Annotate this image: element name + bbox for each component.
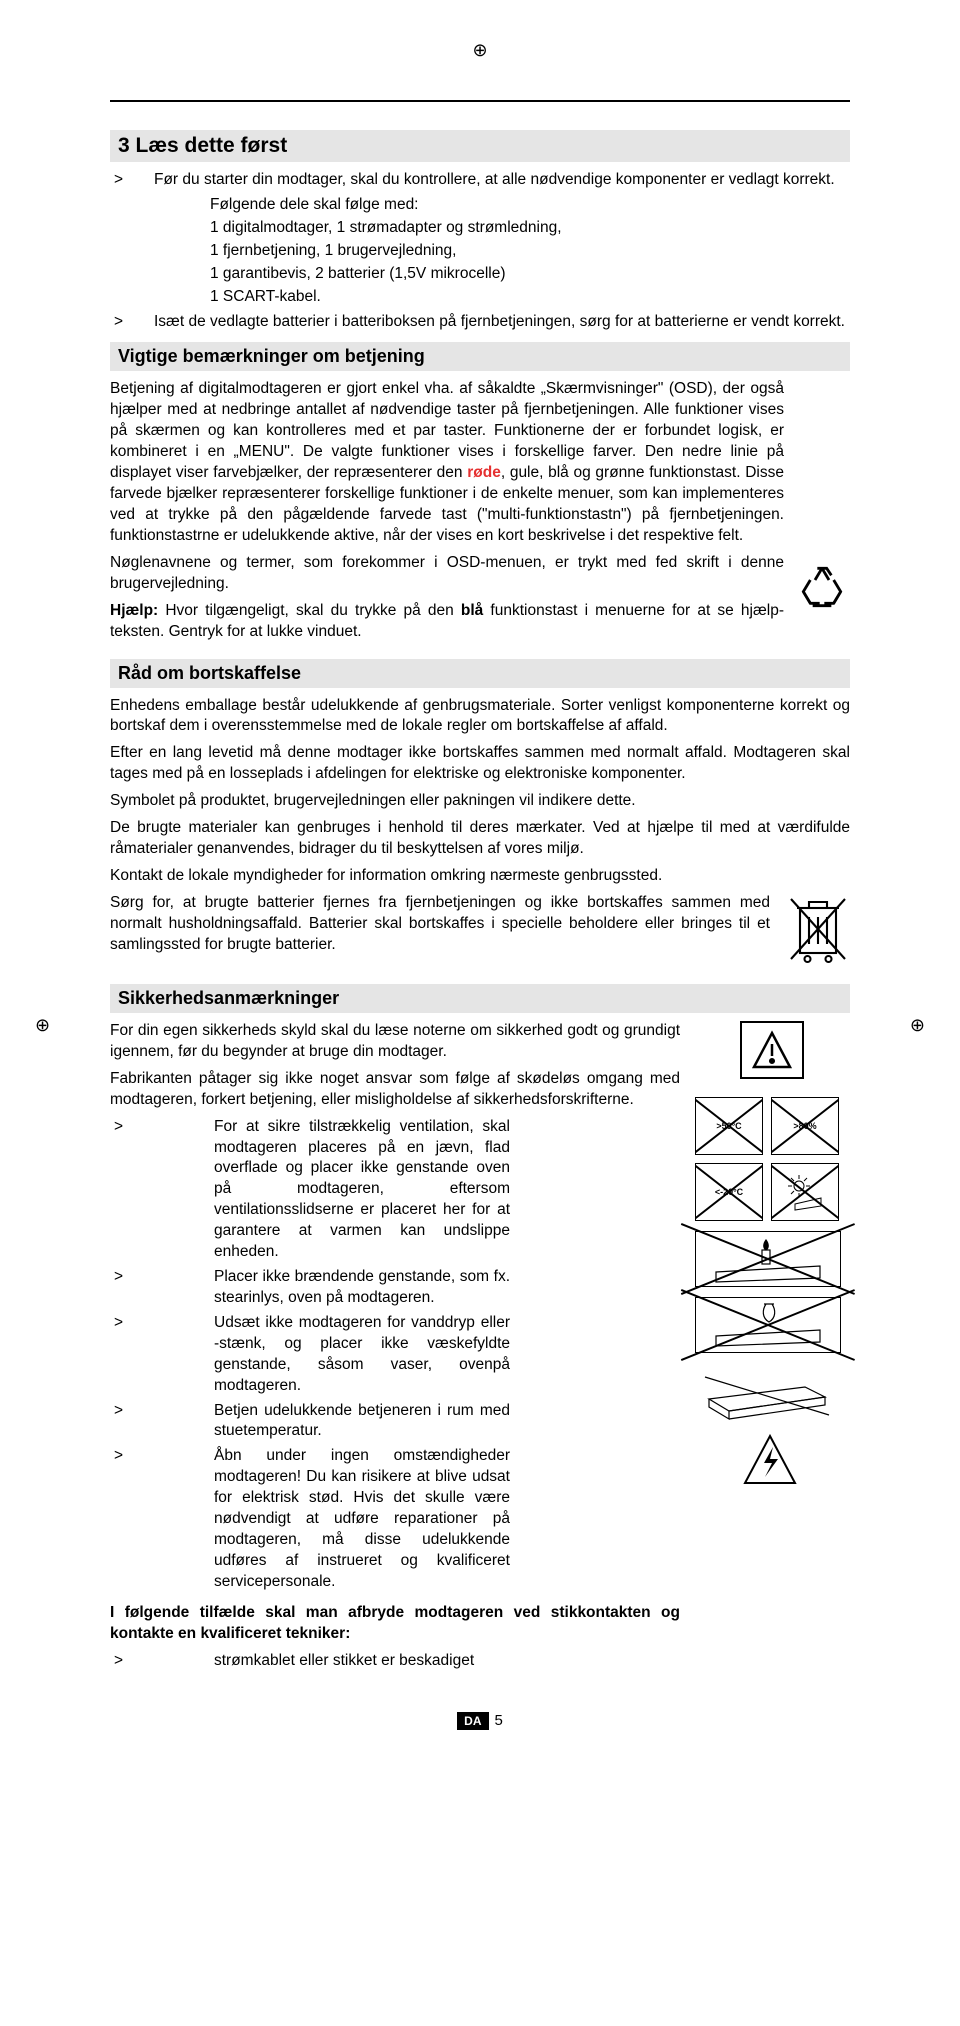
list-item: > Udsæt ikke modtageren for vanddryp ell… xyxy=(110,1313,680,1397)
list-item: > Åbn under ingen omstændigheder modtage… xyxy=(110,1446,680,1592)
bullet-icon: > xyxy=(110,1401,154,1443)
safety-item: Åbn under ingen omstændigheder modtagere… xyxy=(154,1446,510,1592)
heading-disposal: Råd om bortskaffelse xyxy=(118,663,842,684)
disposal-body: Enhedens emballage består udelukkende af… xyxy=(110,696,850,738)
disposal-body: De brugte materialer kan genbruges i hen… xyxy=(110,818,850,860)
pictogram-sun xyxy=(771,1163,839,1221)
heading-read-first: 3 Læs dette først xyxy=(118,134,842,158)
parts-line: 1 fjernbetjening, 1 brugervejledning, xyxy=(110,241,850,262)
list-item: > Isæt de vedlagte batterier i batteribo… xyxy=(110,312,850,333)
section-operation: Vigtige bemærkninger om betjening xyxy=(110,342,850,371)
intro-subhead: Følgende dele skal følge med: xyxy=(110,195,850,216)
recycle-icon xyxy=(794,559,850,620)
operation-body: Betjening af digitalmodtageren er gjort … xyxy=(110,379,850,546)
safety-item: Placer ikke brændende genstande, som fx.… xyxy=(154,1267,510,1309)
bullet-icon: > xyxy=(110,1267,154,1309)
page-number: 5 xyxy=(495,1712,503,1729)
bullet-icon: > xyxy=(110,1651,154,1672)
section-safety: Sikkerhedsanmærkninger xyxy=(110,984,850,1013)
bullet-icon: > xyxy=(110,1117,154,1263)
parts-line: 1 digitalmodtager, 1 strømadapter og str… xyxy=(110,218,850,239)
document-page: 3 Læs dette først > Før du starter din m… xyxy=(0,0,960,1790)
pictogram-vase xyxy=(695,1297,841,1353)
disposal-body: Kontakt de lokale myndigheder for inform… xyxy=(110,866,850,887)
parts-line: 1 SCART-kabel. xyxy=(110,287,850,308)
list-item: > Før du starter din modtager, skal du k… xyxy=(110,170,850,191)
list-item: > Placer ikke brændende genstande, som f… xyxy=(110,1267,680,1309)
list-item: > Betjen udelukkende betjeneren i rum me… xyxy=(110,1401,680,1443)
pictogram-heat: >50°C xyxy=(695,1097,763,1155)
parts-line: 1 garantibevis, 2 batterier (1,5V mikroc… xyxy=(110,264,850,285)
disposal-body: Symbolet på produktet, brugervejledninge… xyxy=(110,791,850,812)
list-item: > For at sikre tilstrækkelig ventilation… xyxy=(110,1117,680,1263)
bin-icon xyxy=(786,893,850,970)
bullet-icon: > xyxy=(110,170,154,191)
page-footer: DA 5 xyxy=(110,1712,850,1730)
help-text: Hjælp: Hvor tilgængeligt, skal du trykke… xyxy=(110,601,850,643)
heading-safety: Sikkerhedsanmærkninger xyxy=(118,988,842,1009)
battery-text: Isæt de vedlagte batterier i batteriboks… xyxy=(154,312,850,333)
closing-item: strømkablet eller stikket er beskadiget xyxy=(154,1651,850,1672)
pictogram-humidity: >80% xyxy=(771,1097,839,1155)
heading-operation: Vigtige bemærkninger om betjening xyxy=(118,346,842,367)
intro-text: Før du starter din modtager, skal du kon… xyxy=(154,170,850,191)
closing-bold: I følgende tilfælde skal man afbryde mod… xyxy=(110,1603,850,1645)
section-read-first: 3 Læs dette først xyxy=(110,130,850,162)
header-rule xyxy=(110,100,850,102)
safety-item: Udsæt ikke modtageren for vanddryp eller… xyxy=(154,1313,510,1397)
pictogram-cold: <-20°C xyxy=(695,1163,763,1221)
bullet-icon: > xyxy=(110,1446,154,1592)
warning-icon xyxy=(740,1021,804,1079)
operation-body-2: Nøglenavnene og termer, som forekommer i… xyxy=(110,553,850,595)
bullet-icon: > xyxy=(110,1313,154,1397)
disposal-body: Efter en lang levetid må denne modtager … xyxy=(110,743,850,785)
lang-badge: DA xyxy=(457,1712,488,1730)
safety-item: For at sikre tilstrækkelig ventilation, … xyxy=(154,1117,510,1263)
list-item: > strømkablet eller stikket er beskadige… xyxy=(110,1651,850,1672)
bullet-icon: > xyxy=(110,312,154,333)
electric-shock-icon xyxy=(740,1433,800,1489)
pictogram-device xyxy=(695,1363,839,1423)
safety-pictograms: >50°C >80% <-20°C xyxy=(695,1021,850,1489)
pictogram-candle xyxy=(695,1231,841,1287)
disposal-body: Sørg for, at brugte batterier fjernes fr… xyxy=(110,893,850,956)
safety-item: Betjen udelukkende betjeneren i rum med … xyxy=(154,1401,510,1443)
red-label: røde xyxy=(467,464,501,481)
section-disposal: Råd om bortskaffelse xyxy=(110,659,850,688)
